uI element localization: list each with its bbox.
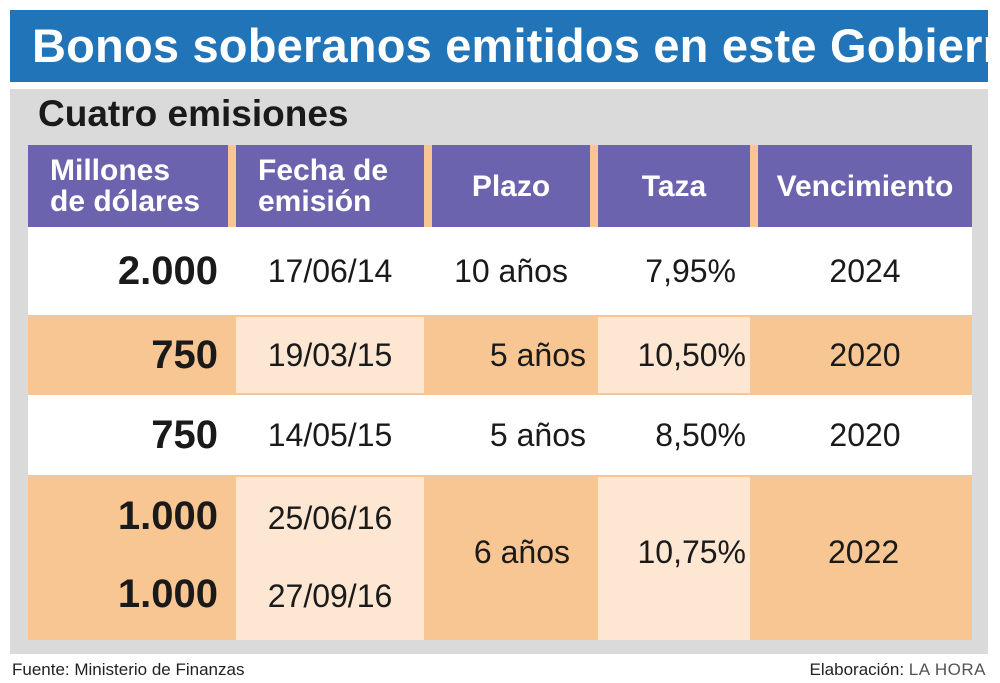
row-band-1 <box>28 227 972 315</box>
cell-fecha: 17/06/14 <box>236 227 424 315</box>
cell-vencimiento-merged: 2022 <box>828 533 900 570</box>
header-monto: Millones de dólares <box>28 145 228 227</box>
title-bar: Bonos soberanos emitidos en este Gobiern… <box>10 10 1000 82</box>
cell-plazo-merged: 6 años <box>473 533 570 570</box>
header-fecha-line1: Fecha de <box>258 154 389 187</box>
subtitle: Cuatro emisiones <box>38 93 349 134</box>
row-band-2 <box>28 317 972 393</box>
cell-taza: 7,95% <box>645 252 736 289</box>
credit-note: Elaboración: LA HORA <box>810 660 986 680</box>
credit-label: Elaboración: <box>809 660 905 679</box>
header-plazo: Plazo <box>432 145 590 227</box>
bonds-table: Millones de dólares Fecha de emisión Plazo… <box>28 145 972 640</box>
cell-fecha-group <box>236 477 424 640</box>
cell-monto: 750 <box>151 332 218 377</box>
cell-monto: 1.000 <box>117 493 218 538</box>
header-plazo-label: Plazo <box>471 169 551 203</box>
header-fecha-line2: emisión <box>258 185 372 218</box>
header-fecha: Fecha de emisión <box>236 145 424 227</box>
cell-plazo: 5 años <box>489 416 586 453</box>
page-title: Bonos soberanos emitidos en este Gobiern… <box>32 19 1000 72</box>
header-monto-line1: Millones <box>50 154 171 187</box>
cell-monto: 1.000 <box>117 571 218 616</box>
header-vencimiento-label: Vencimiento <box>776 169 954 203</box>
credit-brand: LA HORA <box>908 660 986 679</box>
cell-taza: 8,50% <box>655 416 746 453</box>
cell-vencimiento: 2024 <box>829 252 901 289</box>
cell-taza: 10,50% <box>598 317 750 393</box>
header-taza-label: Taza <box>641 169 707 203</box>
cell-vencimiento: 2020 <box>829 416 901 453</box>
cell-plazo: 5 años <box>489 336 586 373</box>
cell-taza-merged: 10,75% <box>598 477 750 640</box>
header-monto-line2: de dólares <box>50 185 201 218</box>
cell-fecha: 25/06/16 <box>267 499 393 536</box>
cell-monto: 2.000 <box>117 248 218 293</box>
cell-monto: 750 <box>151 412 218 457</box>
header-vencimiento: Vencimiento <box>758 145 972 227</box>
cell-fecha: 14/05/15 <box>236 395 424 475</box>
cell-plazo: 10 años <box>454 252 568 289</box>
cell-fecha: 19/03/15 <box>236 317 424 393</box>
row-band-4 <box>28 477 972 640</box>
cell-fecha: 27/09/16 <box>267 577 393 614</box>
source-note: Fuente: Ministerio de Finanzas <box>12 660 245 679</box>
header-taza: Taza <box>598 145 750 227</box>
cell-vencimiento: 2020 <box>829 336 901 373</box>
row-band-3 <box>28 395 972 475</box>
